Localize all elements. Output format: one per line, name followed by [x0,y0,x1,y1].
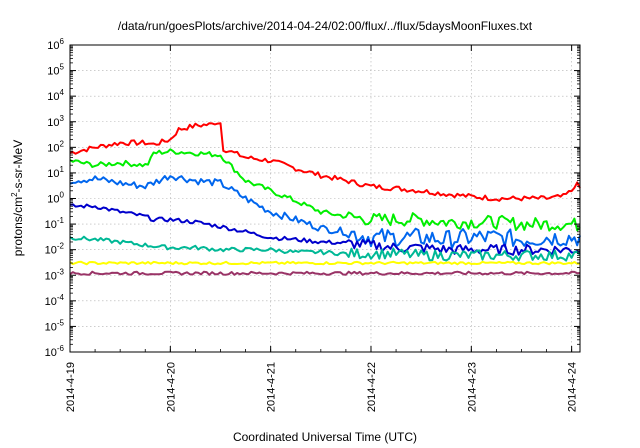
y-tick-label: 103 [47,114,64,129]
y-tick-label: 10-6 [45,344,65,359]
y-tick-exponent: 5 [60,63,65,72]
y-tick-exponent: -2 [57,242,65,251]
y-tick-exponent: 6 [60,37,65,46]
y-tick-label: 102 [47,139,64,154]
series-line [69,203,581,256]
y-tick-label: 105 [47,63,64,78]
y-tick-exponent: 0 [60,191,65,200]
series-line [69,122,581,202]
y-tick-label: 101 [47,165,64,180]
y-tick-exponent: -6 [57,344,65,353]
chart-title: /data/run/goesPlots/archive/2014-04-24/0… [118,19,533,33]
y-tick-exponent: 1 [60,165,65,174]
y-tick-label: 100 [47,191,64,206]
y-axis-label-superscript: 2 [10,192,19,197]
y-tick-exponent: -1 [57,216,65,225]
x-tick-label: 2014-4-22 [366,362,378,412]
x-tick-label: 2014-4-21 [266,362,278,412]
y-tick-exponent: -4 [57,293,65,302]
y-tick-base: 10 [47,142,59,154]
y-tick-base: 10 [45,219,57,231]
y-tick-label: 10-1 [45,216,65,231]
y-tick-label: 10-4 [45,293,65,308]
y-tick-exponent: -5 [57,318,65,327]
series-line [69,175,581,250]
y-tick-base: 10 [45,347,57,359]
y-tick-base: 10 [45,270,57,282]
y-tick-base: 10 [47,168,59,180]
y-tick-base: 10 [45,296,57,308]
series-line [69,148,581,232]
y-tick-exponent: 2 [60,139,65,148]
series-line [69,260,581,266]
y-tick-base: 10 [45,245,57,257]
x-axis-ticks: 2014-4-19 2014-4-20 2014-4-21 2014-4-22 2014… [65,45,579,412]
x-tick-label: 2014-4-19 [65,362,77,412]
series-lines [69,122,581,276]
series-line [69,235,581,262]
y-tick-exponent: 4 [60,88,65,97]
y-axis-label: protons/cm2-s-sr-MeV [10,140,25,256]
y-axis-label-suffix: -s-sr-MeV [11,140,25,193]
x-tick-label: 2014-4-20 [165,362,177,412]
y-tick-label: 10-5 [45,318,65,333]
y-tick-label: 10-3 [45,267,65,282]
x-tick-label: 2014-4-24 [567,362,579,412]
y-tick-base: 10 [47,66,59,78]
y-tick-label: 106 [47,37,64,52]
x-tick-label: 2014-4-23 [466,362,478,412]
y-axis-label-prefix: protons/cm [11,197,25,256]
x-axis-label: Coordinated Universal Time (UTC) [233,430,417,444]
y-tick-base: 10 [47,40,59,52]
y-tick-exponent: -3 [57,267,65,276]
y-tick-base: 10 [45,321,57,333]
y-tick-base: 10 [47,194,59,206]
y-tick-base: 10 [47,117,59,129]
y-tick-exponent: 3 [60,114,65,123]
series-line [69,270,581,276]
y-tick-label: 104 [47,88,64,103]
y-tick-label: 10-2 [45,242,65,257]
y-tick-base: 10 [47,91,59,103]
